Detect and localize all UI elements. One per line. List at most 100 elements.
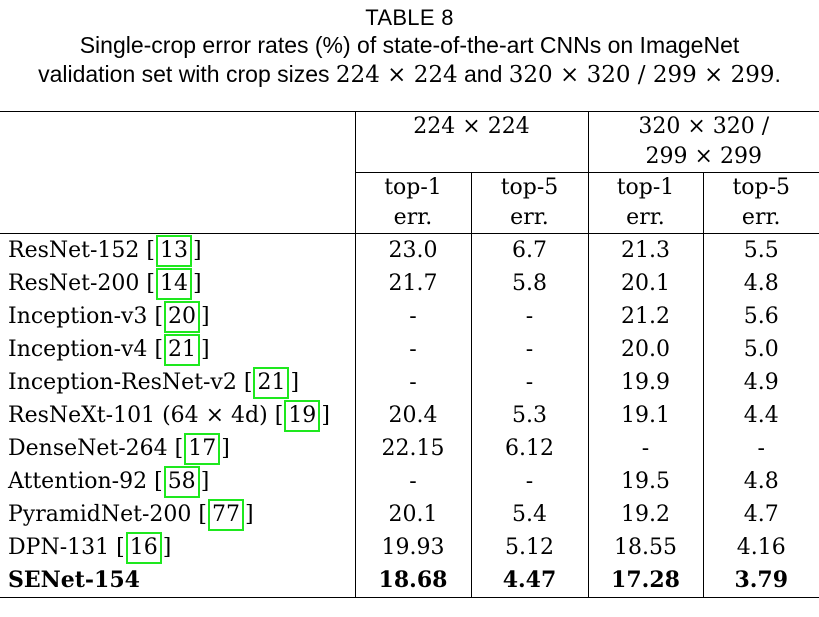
value-cell-top5-224: - [470, 465, 588, 498]
model-name-cell: ResNet-152 [13] [0, 234, 355, 267]
value-cell-top5-224: 4.47 [470, 564, 588, 598]
model-name: PyramidNet-200 [8, 502, 199, 527]
value-cell-top1-224: 21.7 [354, 267, 471, 300]
value-cell-top1-320: 21.2 [587, 300, 703, 333]
table-row: Inception-ResNet-v2 [21] - -19.9 4.9 [0, 366, 819, 399]
value-cell-top1-224: - [354, 366, 471, 399]
caption-crop-224: 224 × 224 [335, 62, 458, 88]
citation-open-bracket: [ [198, 502, 207, 527]
model-name-cell: Inception-ResNet-v2 [21] [0, 366, 355, 399]
citation-open-bracket: [ [174, 436, 184, 461]
model-name: ResNeXt-101 (64 × 4d) [8, 403, 275, 428]
citation-link[interactable]: 19 [284, 400, 321, 432]
model-name: Attention-92 [8, 469, 155, 494]
citation-open-bracket: [ [146, 238, 155, 263]
model-name: ResNet-200 [8, 271, 147, 296]
citation-link[interactable]: 16 [125, 532, 162, 564]
value-cell-top5-320: 4.8 [702, 465, 819, 498]
model-name: SENet-154 [8, 567, 140, 593]
value-cell-top1-320: 17.28 [587, 564, 703, 598]
value-cell-top5-224: - [470, 366, 588, 399]
value-cell-top5-224: - [470, 333, 588, 366]
table-row: Inception-v4 [21] - -20.0 5.0 [0, 333, 819, 366]
table-row: ResNeXt-101 (64 × 4d) [19] 20.4 5.3 19.1 4.4 [0, 399, 819, 432]
model-name-cell: Inception-v4 [21] [0, 333, 355, 366]
model-name-cell: SENet-154 [0, 564, 355, 598]
citation-link[interactable]: 17 [184, 433, 221, 465]
table-row: ResNet-152 [13] 23.0 6.7 21.3 5.5 [0, 233, 819, 267]
citation-link[interactable]: 58 [163, 466, 200, 498]
citation-link[interactable]: 21 [253, 367, 290, 399]
group-header-224-spacer [356, 142, 588, 172]
table-row: ResNet-200 [14] 21.7 5.8 20.1 4.8 [0, 267, 819, 300]
group-header-320: 320 × 320 / 299 × 299 [587, 111, 819, 173]
model-name: Inception-v4 [8, 337, 155, 362]
group-header-320-line1: 320 × 320 / [638, 114, 770, 139]
citation-open-bracket: [ [243, 370, 253, 395]
subheader-320-top5: top-5 err. [702, 172, 819, 234]
table-row: Attention-92 [58] - -19.5 4.8 [0, 465, 819, 498]
citation-link[interactable]: 20 [164, 301, 201, 333]
value-cell-top5-320: 3.79 [702, 564, 819, 598]
citation-open-bracket: [ [146, 271, 155, 296]
empty-subheader-cell [0, 172, 355, 234]
model-name-cell: Attention-92 [58] [0, 465, 355, 498]
subheader-top5-line2: err. [510, 205, 549, 230]
citation-open-bracket: [ [154, 337, 164, 362]
value-cell-top1-320: 20.1 [587, 267, 703, 300]
group-header-320-line2: 299 × 299 [645, 144, 762, 169]
group-header-224: 224 × 224 [354, 111, 588, 173]
citation-link[interactable]: 14 [156, 268, 192, 300]
caption-line-2: validation set with crop sizes 224 × 224… [0, 60, 819, 90]
table-row: DenseNet-264 [17] 22.15 6.12- - [0, 432, 819, 465]
subheader-top1-line1: top-1 [384, 175, 442, 200]
citation-open-bracket: [ [154, 469, 163, 494]
value-cell-top1-320: 19.9 [587, 366, 703, 399]
table-label: TABLE 8 [365, 5, 454, 30]
citation-open-bracket: [ [116, 535, 125, 560]
table-row: DPN-131 [16] 19.93 5.12 18.55 4.16 [0, 531, 819, 564]
value-cell-top5-320: 4.4 [702, 399, 819, 432]
citation-link[interactable]: 13 [156, 235, 192, 267]
value-cell-top1-320: 19.2 [587, 498, 703, 531]
citation-close-bracket: ] [201, 304, 210, 329]
value-cell-top1-224: 22.15 [354, 432, 471, 465]
citation-open-bracket: [ [274, 403, 284, 428]
value-cell-top5-320: - [702, 432, 819, 465]
value-cell-top1-224: 23.0 [354, 233, 471, 267]
citation-link[interactable]: 77 [207, 499, 244, 531]
value-cell-top1-224: - [354, 465, 471, 498]
subheader-224-top5: top-5 err. [470, 172, 588, 234]
value-cell-top1-320: 21.3 [587, 233, 703, 267]
subheader-top5-line1: top-5 [500, 175, 559, 200]
caption-crop-320: 320 × 320 / 299 × 299 [508, 62, 775, 88]
citation-close-bracket: ] [193, 271, 202, 296]
model-name: Inception-v3 [8, 304, 155, 329]
caption-line-1: Single-crop error rates (%) of state-of-… [79, 32, 740, 58]
value-cell-top1-224: 18.68 [354, 564, 471, 598]
value-cell-top1-320: 19.1 [587, 399, 703, 432]
value-cell-top1-224: 20.4 [354, 399, 471, 432]
model-name: DPN-131 [8, 535, 117, 560]
value-cell-top5-224: 6.12 [470, 432, 588, 465]
citation-close-bracket: ] [321, 403, 330, 428]
value-cell-top1-224: 20.1 [354, 498, 471, 531]
caption-line-2-suffix: . [774, 61, 781, 87]
value-cell-top5-320: 5.0 [702, 333, 819, 366]
value-cell-top5-320: 4.7 [702, 498, 819, 531]
sub-header-row: top-1 err. top-5 err. top-1 err. top-5 e… [0, 172, 819, 234]
value-cell-top5-320: 5.5 [702, 233, 819, 267]
subheader-top5-line2: err. [741, 205, 781, 230]
value-cell-top5-320: 4.9 [702, 366, 819, 399]
value-cell-top5-224: - [470, 300, 588, 333]
citation-close-bracket: ] [290, 370, 300, 395]
data-rows: ResNet-152 [13] 23.0 6.7 21.3 5.5 ResNet-200 … [0, 233, 819, 598]
citation-link[interactable]: 21 [164, 334, 201, 366]
value-cell-top1-320: 20.0 [587, 333, 703, 366]
group-header-row: 224 × 224 320 × 320 / 299 × 299 [0, 111, 819, 173]
model-name-cell: DPN-131 [16] [0, 531, 355, 564]
group-header-224-text: 224 × 224 [413, 114, 530, 139]
citation-close-bracket: ] [201, 337, 210, 362]
table-row: PyramidNet-200 [77] 20.1 5.4 19.2 4.7 [0, 498, 819, 531]
table-caption: TABLE 8 Single-crop error rates (%) of s… [0, 4, 819, 90]
